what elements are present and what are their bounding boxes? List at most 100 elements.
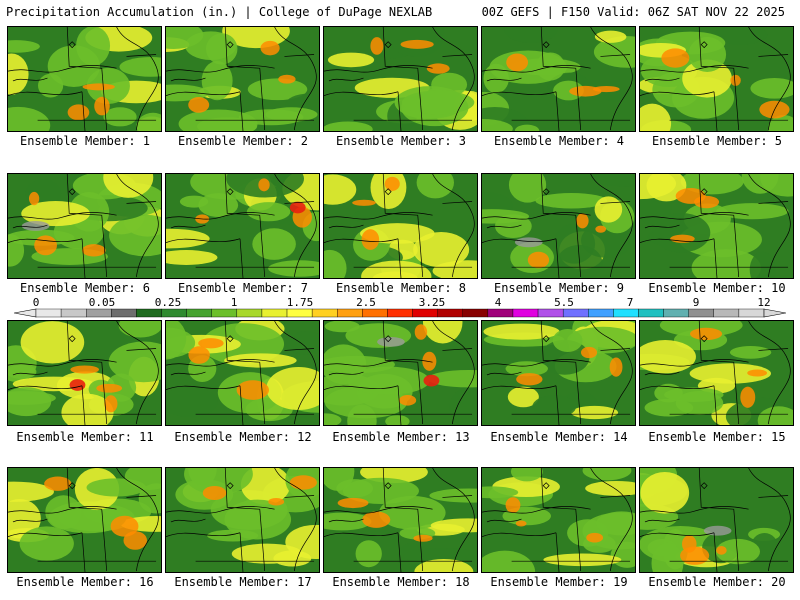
member-label-20: Ensemble Member: 20 <box>648 575 786 589</box>
ensemble-map-13 <box>323 320 478 426</box>
model-run-info: 00Z GEFS | F150 Valid: 06Z SAT NOV 22 20… <box>481 5 785 19</box>
ensemble-map-16 <box>7 467 162 573</box>
member-label-5: Ensemble Member: 5 <box>651 134 783 148</box>
ensemble-map-4 <box>481 26 636 132</box>
colorbar-tick-label: 1 <box>230 296 238 309</box>
colorbar-swatch <box>362 308 388 318</box>
station-marker-icon <box>542 335 550 343</box>
station-marker-icon <box>68 335 76 343</box>
member-label-18: Ensemble Member: 18 <box>332 575 470 589</box>
colorbar-swatch <box>286 308 313 318</box>
station-marker-icon <box>384 41 392 49</box>
colorbar-swatch <box>236 308 263 318</box>
colorbar-swatch <box>487 308 514 318</box>
precip-field <box>324 321 477 425</box>
station-marker-icon <box>384 482 392 490</box>
colorbar-tick-label: 12 <box>757 296 771 309</box>
ensemble-map-7 <box>165 173 320 279</box>
ensemble-map-6 <box>7 173 162 279</box>
station-marker-icon <box>384 335 392 343</box>
precip-field <box>8 321 161 425</box>
colorbar-swatch <box>688 308 714 318</box>
ensemble-map-3 <box>323 26 478 132</box>
member-label-4: Ensemble Member: 4 <box>493 134 625 148</box>
member-label-10: Ensemble Member: 10 <box>648 281 786 295</box>
colorbar-tick-label: 3.25 <box>418 296 446 309</box>
precip-field <box>324 174 477 278</box>
station-marker-icon <box>542 188 550 196</box>
page-title: Precipitation Accumulation (in.) | Colle… <box>6 5 433 19</box>
colorbar-swatch <box>387 308 413 318</box>
ensemble-map-20 <box>639 467 794 573</box>
colorbar-swatch <box>186 308 212 318</box>
colorbar-swatch <box>111 308 137 318</box>
ensemble-map-15 <box>639 320 794 426</box>
station-marker-icon <box>700 335 708 343</box>
colorbar-tick-label: 5.5 <box>554 296 574 309</box>
precip-field <box>640 27 793 131</box>
precip-field <box>640 321 793 425</box>
member-label-17: Ensemble Member: 17 <box>174 575 312 589</box>
precip-field <box>482 468 635 572</box>
precip-field <box>166 468 319 572</box>
member-label-6: Ensemble Member: 6 <box>19 281 151 295</box>
colorbar-swatch <box>311 308 338 318</box>
colorbar-swatch <box>437 308 463 318</box>
member-label-15: Ensemble Member: 15 <box>648 430 786 444</box>
colorbar-swatch <box>537 308 564 318</box>
colorbar-swatch <box>638 308 664 318</box>
station-marker-icon <box>68 482 76 490</box>
colorbar-swatch <box>462 308 489 318</box>
station-marker-icon <box>68 41 76 49</box>
precip-field <box>482 27 635 131</box>
ensemble-map-10 <box>639 173 794 279</box>
precip-field <box>166 174 319 278</box>
precip-colorbar: 0 0.05 0.25 1 1.75 2.5 3.25 4 5.5 7 9 12 <box>14 296 786 319</box>
colorbar-scale <box>14 308 786 318</box>
member-label-11: Ensemble Member: 11 <box>16 430 154 444</box>
colorbar-swatch <box>412 308 438 318</box>
precip-field <box>482 321 635 425</box>
precip-field <box>166 27 319 131</box>
ensemble-map-17 <box>165 467 320 573</box>
colorbar-swatch <box>211 308 238 318</box>
ensemble-map-1 <box>7 26 162 132</box>
ensemble-map-2 <box>165 26 320 132</box>
colorbar-swatch <box>136 308 162 318</box>
colorbar-tick-label: 7 <box>626 296 634 309</box>
station-marker-icon <box>700 188 708 196</box>
ensemble-map-12 <box>165 320 320 426</box>
precip-field <box>640 174 793 278</box>
ensemble-map-8 <box>323 173 478 279</box>
member-label-7: Ensemble Member: 7 <box>177 281 309 295</box>
colorbar-swatch <box>663 308 689 318</box>
colorbar-swatch <box>588 308 614 318</box>
member-label-16: Ensemble Member: 16 <box>16 575 154 589</box>
colorbar-tick-label: 1.75 <box>286 296 314 309</box>
station-marker-icon <box>226 335 234 343</box>
precip-field <box>8 174 161 278</box>
precip-field <box>640 468 793 572</box>
member-label-8: Ensemble Member: 8 <box>335 281 467 295</box>
precip-field <box>166 321 319 425</box>
member-label-13: Ensemble Member: 13 <box>332 430 470 444</box>
station-marker-icon <box>542 482 550 490</box>
colorbar-swatch <box>562 308 589 318</box>
ensemble-map-18 <box>323 467 478 573</box>
colorbar-swatch <box>60 308 87 318</box>
colorbar-swatch <box>738 308 765 318</box>
member-label-9: Ensemble Member: 9 <box>493 281 625 295</box>
ensemble-map-11 <box>7 320 162 426</box>
colorbar-tick-label: 4 <box>494 296 502 309</box>
colorbar-tick-label: 0.25 <box>154 296 182 309</box>
precip-field <box>8 27 161 131</box>
colorbar-swatch <box>261 308 288 318</box>
station-marker-icon <box>68 188 76 196</box>
station-marker-icon <box>700 41 708 49</box>
station-marker-icon <box>226 41 234 49</box>
member-label-1: Ensemble Member: 1 <box>19 134 151 148</box>
member-label-3: Ensemble Member: 3 <box>335 134 467 148</box>
colorbar-swatch <box>35 308 62 318</box>
member-label-12: Ensemble Member: 12 <box>174 430 312 444</box>
